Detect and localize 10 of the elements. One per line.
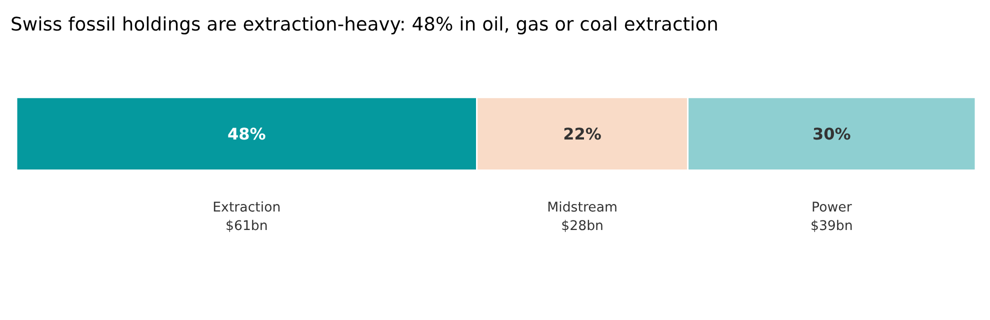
text: $28bn — [561, 218, 604, 234]
data-label: 22% — [563, 124, 602, 144]
text: Midstream — [547, 200, 618, 216]
chart-title: Swiss fossil holdings are extraction-heavy: 48% in oil, gas or coal extraction — [10, 14, 718, 36]
data-label: 30% — [812, 124, 851, 144]
data-label: 48% — [228, 124, 266, 144]
text: $39bn — [810, 218, 853, 234]
text: Power — [812, 200, 852, 216]
text: $61bn — [225, 218, 268, 234]
text: Extraction — [212, 200, 281, 216]
